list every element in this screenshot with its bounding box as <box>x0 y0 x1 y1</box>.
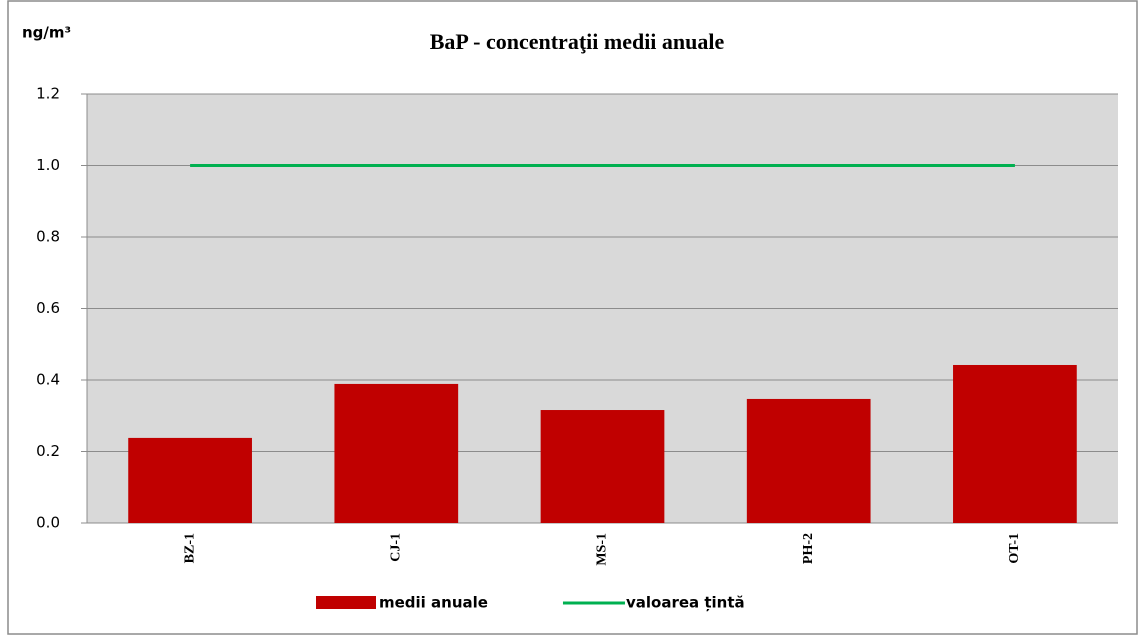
y-tick-label: 0.2 <box>36 442 60 460</box>
chart-title: BaP - concentraţii medii anuale <box>430 29 725 54</box>
legend-swatch <box>316 596 376 609</box>
y-axis-unit: ng/m³ <box>22 24 71 42</box>
bar <box>953 364 1077 523</box>
x-tick-label: OT-1 <box>1007 533 1022 564</box>
y-tick-label: 1.0 <box>36 156 60 174</box>
legend-label: valoarea țintă <box>626 594 745 612</box>
y-tick-label: 0.8 <box>36 228 60 246</box>
y-tick-label: 0.0 <box>36 514 60 532</box>
x-tick-label: CJ-1 <box>389 533 404 562</box>
bar <box>128 437 252 523</box>
y-tick-label: 0.6 <box>36 299 60 317</box>
bar <box>540 410 665 523</box>
x-tick-label: BZ-1 <box>182 533 197 563</box>
y-tick-label: 0.4 <box>36 371 60 389</box>
bar <box>334 383 459 523</box>
bar <box>746 398 871 523</box>
x-tick-label: MS-1 <box>595 533 610 566</box>
x-tick-label: PH-2 <box>801 533 816 564</box>
y-tick-label: 1.2 <box>36 85 60 103</box>
legend-label: medii anuale <box>379 594 488 612</box>
